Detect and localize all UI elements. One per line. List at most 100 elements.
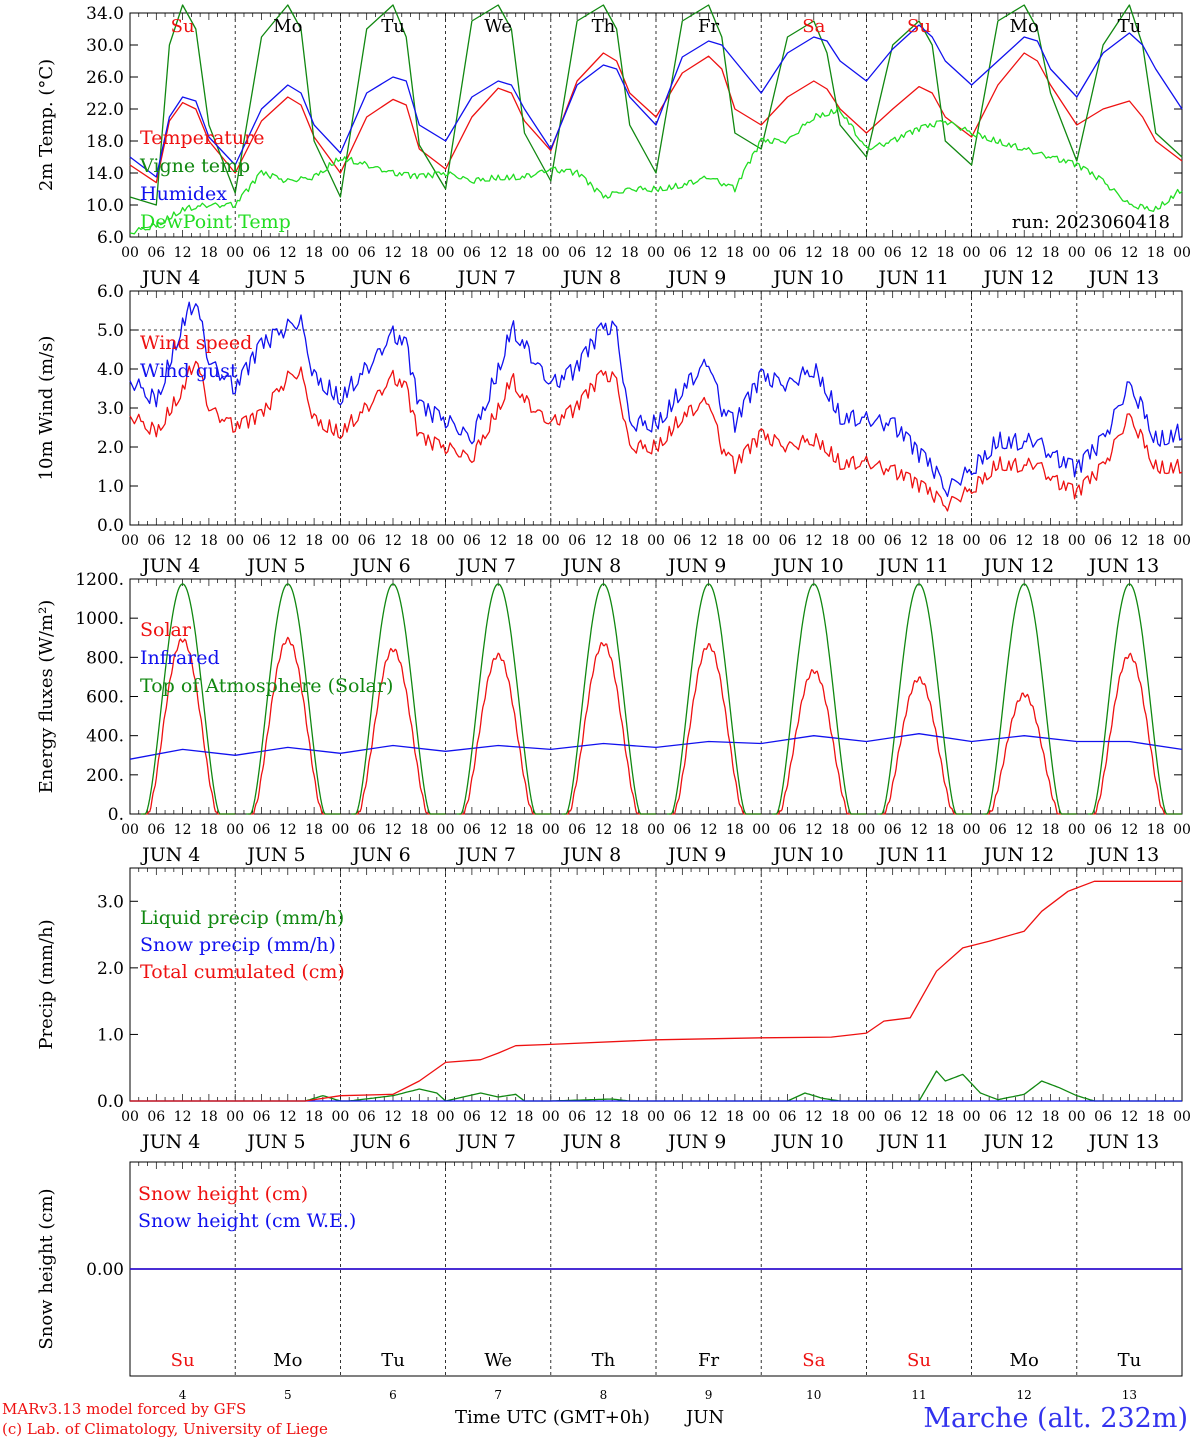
- dow-label: Su: [171, 1350, 195, 1371]
- hour-tick-label: 12: [594, 533, 612, 549]
- series-line-wind-gust: [129, 301, 1183, 498]
- hour-tick-label: 18: [516, 822, 534, 838]
- hour-tick-label: 18: [621, 533, 639, 549]
- series-group: [129, 583, 1183, 815]
- hour-tick-label: 06: [779, 822, 797, 838]
- series-line-temperature: [129, 52, 1183, 184]
- hour-tick-label: 18: [726, 822, 744, 838]
- legend-entry: Solar: [140, 619, 192, 641]
- hour-tick-label: 00: [226, 1109, 244, 1125]
- hour-tick-label: 18: [200, 533, 218, 549]
- series-line-wind-speed: [129, 360, 1183, 512]
- hour-tick-label: 18: [621, 822, 639, 838]
- hour-tick-label: 18: [200, 245, 218, 261]
- hour-tick-label: 06: [989, 1109, 1007, 1125]
- date-label: JUN 10: [771, 555, 843, 577]
- hour-tick-label: 06: [568, 822, 586, 838]
- hour-tick-label: 18: [831, 1109, 849, 1125]
- hour-tick-label: 12: [594, 1109, 612, 1125]
- dow-label: Tu: [381, 16, 405, 37]
- lab-credit: (c) Lab. of Climatology, University of L…: [2, 1420, 328, 1438]
- hour-tick-label: 18: [410, 245, 428, 261]
- series-line-vigne-temp: [129, 4, 1183, 206]
- hour-tick-label: 12: [279, 533, 297, 549]
- hour-tick-label: 00: [542, 533, 560, 549]
- date-label: JUN 13: [1087, 1131, 1159, 1153]
- hour-tick-label: 12: [489, 533, 507, 549]
- dow-label: Su: [907, 1350, 931, 1371]
- date-label: JUN 5: [245, 555, 305, 577]
- hour-tick-label: 18: [726, 533, 744, 549]
- hour-tick-label: 12: [1120, 245, 1138, 261]
- dow-label: Mo: [1010, 1350, 1039, 1371]
- hour-tick-label: 00: [1173, 1109, 1191, 1125]
- hour-tick-label: 18: [1147, 822, 1165, 838]
- hour-tick-label: 00: [121, 822, 139, 838]
- y-axis-label: Energy fluxes (W/m²): [36, 600, 57, 794]
- day-number: 4: [179, 1388, 187, 1402]
- hour-tick-label: 06: [989, 533, 1007, 549]
- hour-tick-label: 18: [516, 245, 534, 261]
- y-tick-label: 26.0: [86, 68, 124, 88]
- hour-tick-label: 06: [673, 533, 691, 549]
- dow-label: Tu: [381, 1350, 405, 1371]
- hour-tick-label: 12: [279, 1109, 297, 1125]
- hour-tick-label: 00: [857, 533, 875, 549]
- series-line-dewpoint-temp: [129, 106, 1183, 235]
- footer: MARv3.13 model forced by GFS (c) Lab. of…: [2, 1400, 1188, 1438]
- series-line-top-of-atmosphere-solar-: [141, 583, 1182, 815]
- date-label: JUN 13: [1087, 844, 1159, 866]
- y-tick-label: 1.0: [97, 477, 124, 497]
- date-label: JUN 11: [876, 267, 948, 289]
- series-line-humidex: [129, 24, 1183, 178]
- date-label: JUN 6: [350, 844, 410, 866]
- dow-label: Fr: [698, 16, 719, 37]
- hour-tick-label: 00: [331, 533, 349, 549]
- hour-tick-label: 12: [489, 245, 507, 261]
- legend-entry: Temperature: [140, 127, 264, 149]
- date-label: JUN 10: [771, 1131, 843, 1153]
- hour-tick-label: 18: [936, 245, 954, 261]
- panel-snow: 0.00 Snow height (cm) Snow height (cm) Snow…: [36, 1161, 1183, 1402]
- day-number: 6: [389, 1388, 397, 1402]
- hour-tick-label: 18: [200, 1109, 218, 1125]
- panel-temp: 6.0 10.0 14.0 18.0 22.0 26.0 30.0 34.0 2m Temp. …: [36, 4, 1191, 289]
- hour-tick-label: 12: [700, 822, 718, 838]
- hour-tick-label: 18: [410, 822, 428, 838]
- y-tick-label: 1.0: [97, 1025, 124, 1045]
- hour-tick-label: 00: [1068, 533, 1086, 549]
- hour-tick-label: 00: [437, 1109, 455, 1125]
- hour-tick-label: 18: [831, 245, 849, 261]
- hour-tick-label: 00: [857, 245, 875, 261]
- dow-label: Fr: [698, 1350, 719, 1371]
- hour-tick-label: 18: [410, 533, 428, 549]
- date-label: JUN 10: [771, 267, 843, 289]
- hour-tick-label: 06: [673, 822, 691, 838]
- hour-tick-label: 12: [384, 245, 402, 261]
- hour-tick-label: 12: [700, 533, 718, 549]
- hour-tick-label: 00: [752, 822, 770, 838]
- hour-tick-label: 12: [489, 1109, 507, 1125]
- legend-entry: Liquid precip (mm/h): [140, 907, 344, 929]
- date-label: JUN 5: [245, 267, 305, 289]
- date-label: JUN 13: [1087, 555, 1159, 577]
- y-tick-label: 600.: [86, 688, 124, 708]
- hour-tick-label: 06: [147, 1109, 165, 1125]
- hour-tick-label: 12: [594, 245, 612, 261]
- hour-tick-label: 06: [568, 1109, 586, 1125]
- day-number: 13: [1122, 1388, 1137, 1402]
- model-credit: MARv3.13 model forced by GFS: [2, 1400, 246, 1418]
- hour-tick-label: 12: [489, 822, 507, 838]
- hour-tick-label: 06: [358, 533, 376, 549]
- hour-tick-label: 00: [437, 245, 455, 261]
- dow-label: Su: [907, 16, 931, 37]
- hour-tick-label: 18: [1147, 245, 1165, 261]
- hour-tick-label: 06: [463, 533, 481, 549]
- hour-tick-label: 06: [779, 1109, 797, 1125]
- hour-tick-label: 12: [279, 245, 297, 261]
- hour-tick-label: 00: [1173, 245, 1191, 261]
- hour-tick-label: 18: [726, 245, 744, 261]
- day-number: 12: [1017, 1388, 1032, 1402]
- day-number: 10: [806, 1388, 821, 1402]
